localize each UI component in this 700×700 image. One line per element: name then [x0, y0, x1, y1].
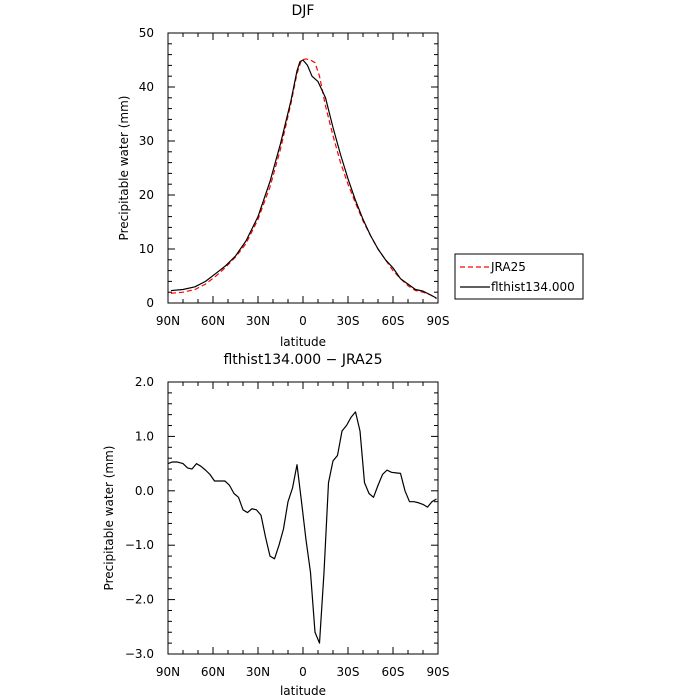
top-x-tick-label: 90S — [427, 314, 450, 328]
top-plot-frame — [167, 32, 439, 304]
bottom-x-tick-label: 60N — [201, 665, 225, 679]
bottom-x-tick-label: 90N — [156, 665, 180, 679]
legend-box — [454, 253, 584, 300]
top-y-tick-label: 40 — [139, 80, 154, 94]
top-x-tick-label: 60S — [382, 314, 405, 328]
top-x-tick-label: 60N — [201, 314, 225, 328]
legend-label-flthist: flthist134.000 — [491, 280, 575, 294]
bottom-axis-ticks — [167, 381, 439, 655]
top-x-axis-title: latitude — [280, 335, 326, 349]
top-chart-title: DJF — [292, 3, 315, 19]
bottom-series-lines — [167, 411, 437, 644]
bottom-series-line-0 — [167, 411, 437, 644]
top-x-tick-label: 0 — [299, 314, 307, 328]
bottom-x-tick-labels: 90N 60N 30N 0 30S 60S 90S — [156, 665, 450, 679]
top-axis-ticks — [167, 32, 439, 304]
top-y-tick-label: 0 — [146, 296, 154, 310]
bottom-y-axis-title: Precipitable water (mm) — [102, 446, 116, 591]
top-y-tick-label: 50 — [139, 26, 154, 40]
bottom-x-tick-label: 90S — [427, 665, 450, 679]
bottom-x-axis-title: latitude — [280, 684, 326, 698]
bottom-x-tick-label: 0 — [299, 665, 307, 679]
bottom-x-tick-label: 30S — [337, 665, 360, 679]
bottom-chart-panel: flthist134.000 − JRA25 −3.0 −2.0 −1.0 0.0 1.… — [102, 352, 449, 698]
legend-label-jra25: JRA25 — [490, 260, 526, 274]
top-y-tick-label: 10 — [139, 242, 154, 256]
top-y-tick-label: 30 — [139, 134, 154, 148]
bottom-x-tick-label: 30N — [246, 665, 270, 679]
top-series-line-flthist134-000 — [170, 59, 437, 299]
bottom-chart-title: flthist134.000 − JRA25 — [223, 352, 382, 368]
top-series-lines — [170, 58, 437, 300]
bottom-x-tick-label: 60S — [382, 665, 405, 679]
top-y-tick-label: 20 — [139, 188, 154, 202]
top-y-axis-title: Precipitable water (mm) — [117, 96, 131, 241]
bottom-y-tick-label: −1.0 — [125, 538, 154, 552]
bottom-y-tick-label: 1.0 — [135, 429, 154, 443]
top-x-tick-label: 30S — [337, 314, 360, 328]
top-chart-panel: DJF 0 10 20 30 40 50 90N 60N 30N 0 30S 60S 90S lati… — [117, 3, 449, 349]
top-x-tick-label: 90N — [156, 314, 180, 328]
bottom-y-tick-label: 0.0 — [135, 484, 154, 498]
bottom-y-tick-label: −2.0 — [125, 593, 154, 607]
bottom-y-tick-label: −3.0 — [125, 647, 154, 661]
top-x-tick-label: 30N — [246, 314, 270, 328]
bottom-y-tick-labels: −3.0 −2.0 −1.0 0.0 1.0 2.0 — [125, 375, 154, 661]
top-series-line-jra25 — [170, 58, 437, 300]
bottom-y-tick-label: 2.0 — [135, 375, 154, 389]
legend: JRA25 flthist134.000 — [454, 253, 584, 300]
top-x-tick-labels: 90N 60N 30N 0 30S 60S 90S — [156, 314, 450, 328]
top-y-tick-labels: 0 10 20 30 40 50 — [139, 26, 154, 310]
